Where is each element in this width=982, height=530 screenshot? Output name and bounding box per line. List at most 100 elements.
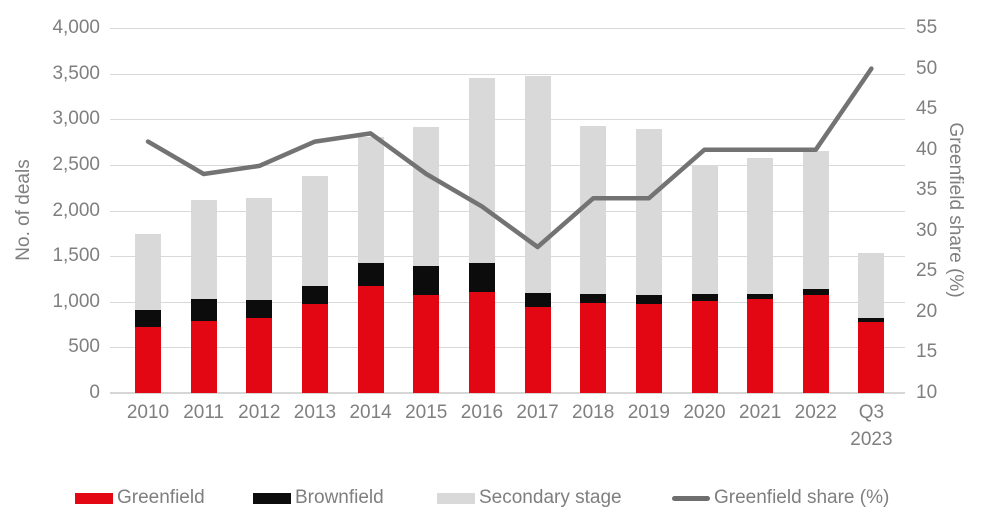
legend-item-greenfield: Greenfield bbox=[75, 485, 205, 511]
right-axis-tick: 50 bbox=[916, 57, 938, 79]
legend-swatch bbox=[253, 492, 291, 504]
legend-item-greenfield-share: Greenfield share (%) bbox=[672, 485, 889, 511]
x-axis-label: 2017 bbox=[516, 402, 559, 423]
left-axis-tick: 3,000 bbox=[52, 108, 100, 130]
right-axis-title: Greenfield share (%) bbox=[945, 122, 966, 298]
gridline bbox=[110, 392, 905, 394]
x-axis-label: 2021 bbox=[739, 402, 782, 423]
legend-swatch bbox=[672, 495, 710, 501]
x-axis-labels: 2010 2011 2012 2013 2014 2015 2016 2017 2018 2019… bbox=[0, 399, 982, 459]
bar-segment-secondary-stage bbox=[802, 151, 829, 289]
bar-segment-greenfield bbox=[301, 304, 328, 393]
gridline bbox=[110, 119, 905, 121]
legend-label: Brownfield bbox=[295, 487, 384, 508]
x-axis-label: 2020 bbox=[683, 402, 726, 423]
left-axis-tick: 1,500 bbox=[52, 245, 100, 267]
gridline bbox=[110, 73, 905, 75]
bar-segment-secondary-stage bbox=[413, 127, 440, 267]
bar-segment-secondary-stage bbox=[135, 234, 161, 310]
bar-segment-greenfield bbox=[413, 294, 440, 393]
legend-label: Greenfield share (%) bbox=[714, 487, 890, 508]
gridline bbox=[110, 347, 905, 349]
legend-swatch bbox=[75, 492, 113, 504]
bar-segment-secondary-stage bbox=[635, 129, 662, 296]
x-axis-label: 2016 bbox=[460, 402, 504, 423]
left-axis-tick: 500 bbox=[68, 336, 100, 358]
x-axis-label: 2018 bbox=[572, 402, 615, 423]
bar-segment-greenfield bbox=[524, 307, 551, 393]
bar-segment-brownfield bbox=[357, 262, 384, 286]
x-axis-label: Q3 2023 bbox=[850, 402, 893, 450]
bar-segment-secondary-stage bbox=[468, 78, 495, 263]
gridline bbox=[110, 210, 905, 212]
right-axis-tick: 15 bbox=[916, 341, 938, 363]
x-axis-label: 2012 bbox=[238, 402, 281, 423]
bar-segment-brownfield bbox=[468, 262, 495, 292]
left-axis-tick: 4,000 bbox=[52, 17, 100, 38]
x-axis-label: 2019 bbox=[627, 402, 670, 423]
right-axis-tick: 25 bbox=[916, 260, 938, 282]
bar-segment-brownfield bbox=[580, 294, 607, 304]
left-axis-tick: 2,000 bbox=[52, 199, 100, 221]
bar-segment-greenfield bbox=[802, 295, 829, 393]
right-axis-tick: 40 bbox=[916, 138, 938, 160]
legend-label: Greenfield bbox=[117, 487, 205, 508]
right-axis-tick-labels: 55 50 45 40 35 30 25 20 15 10 bbox=[916, 0, 966, 530]
right-axis-tick: 55 bbox=[916, 17, 938, 38]
bar-segment-greenfield bbox=[635, 304, 662, 393]
gridline bbox=[110, 164, 905, 166]
bar-segment-brownfield bbox=[190, 299, 217, 321]
bar-segment-greenfield bbox=[190, 320, 217, 393]
plot-area bbox=[110, 28, 905, 394]
bar-segment-brownfield bbox=[747, 293, 774, 299]
gridline bbox=[110, 301, 905, 303]
left-axis-tick: 0 bbox=[89, 382, 100, 403]
left-axis-tick: 1,000 bbox=[52, 290, 100, 312]
bar-segment-secondary-stage bbox=[691, 164, 718, 294]
right-axis-tick: 30 bbox=[916, 219, 938, 241]
bar-segment-secondary-stage bbox=[190, 199, 217, 300]
bar-segment-brownfield bbox=[802, 288, 829, 296]
bar-segment-greenfield bbox=[747, 298, 774, 393]
bar-segment-greenfield bbox=[468, 291, 495, 393]
bar-segment-secondary-stage bbox=[524, 76, 551, 294]
x-axis-label: 2014 bbox=[349, 402, 392, 423]
gridline bbox=[110, 28, 905, 29]
x-axis-label: 2022 bbox=[794, 402, 837, 423]
bar-segment-secondary-stage bbox=[246, 197, 273, 300]
bar-segment-brownfield bbox=[135, 309, 161, 328]
bar-segment-brownfield bbox=[246, 299, 273, 319]
bar-segment-secondary-stage bbox=[301, 175, 328, 286]
bar-segment-brownfield bbox=[691, 293, 718, 301]
bar-segment-greenfield bbox=[580, 303, 607, 393]
right-axis-tick: 10 bbox=[916, 382, 938, 403]
bar-segment-brownfield bbox=[524, 293, 551, 308]
bar-segment-greenfield bbox=[858, 321, 885, 393]
legend-item-brownfield: Brownfield bbox=[253, 485, 384, 511]
right-axis-tick: 45 bbox=[916, 98, 938, 120]
chart-legend: Greenfield Brownfield Secondary stage Green… bbox=[0, 485, 982, 515]
bar-segment-secondary-stage bbox=[747, 157, 774, 294]
bar-segment-greenfield bbox=[691, 300, 718, 393]
bar-segment-brownfield bbox=[635, 295, 662, 305]
x-axis-label: 2010 bbox=[126, 402, 170, 423]
x-axis-label: 2015 bbox=[405, 402, 448, 423]
legend-label: Secondary stage bbox=[479, 487, 622, 508]
right-axis-tick: 20 bbox=[916, 300, 938, 322]
legend-swatch bbox=[437, 492, 475, 504]
x-axis-label: 2013 bbox=[293, 402, 337, 423]
right-axis-tick: 35 bbox=[916, 179, 938, 201]
bar-segment-brownfield bbox=[301, 285, 328, 305]
greenfield-share-polyline bbox=[145, 66, 874, 250]
bar-segment-greenfield bbox=[246, 318, 273, 393]
greenfield-share-line bbox=[145, 66, 874, 250]
x-axis-label: 2011 bbox=[183, 402, 225, 423]
bar-segment-brownfield bbox=[413, 266, 440, 295]
bar-segment-secondary-stage bbox=[357, 137, 384, 263]
left-axis-tick-labels: 4,000 3,500 3,000 2,500 2,000 1,500 1,000 500 0 bbox=[0, 0, 100, 530]
left-axis-tick: 2,500 bbox=[52, 153, 100, 175]
bar-segment-secondary-stage bbox=[858, 252, 885, 319]
bar-segment-brownfield bbox=[858, 318, 885, 322]
left-axis-tick: 3,500 bbox=[52, 62, 100, 84]
